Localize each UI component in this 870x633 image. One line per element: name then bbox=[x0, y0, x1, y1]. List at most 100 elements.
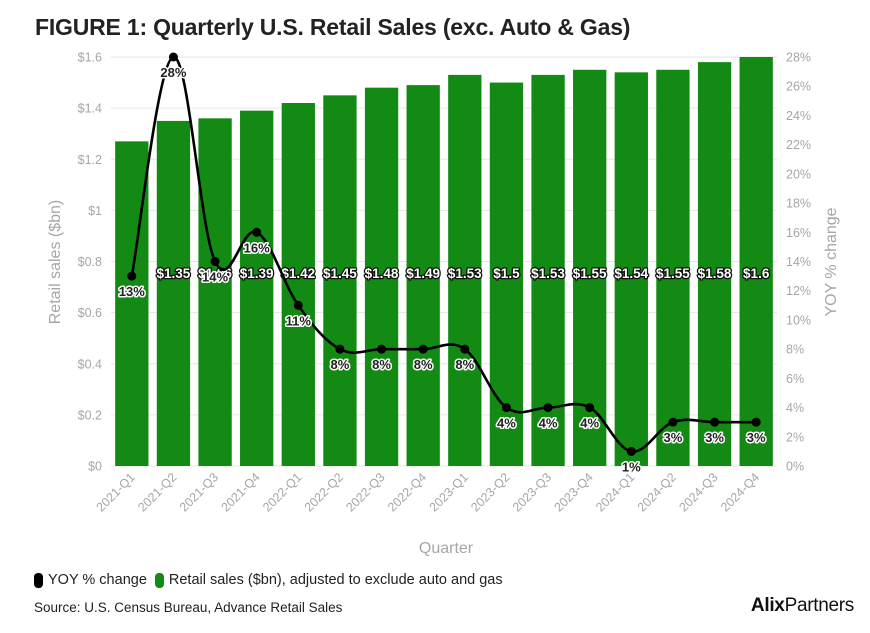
bar[interactable] bbox=[739, 57, 773, 466]
bar[interactable] bbox=[573, 69, 607, 466]
y2-tick-label: 0% bbox=[786, 460, 804, 474]
yoy-point[interactable] bbox=[127, 271, 137, 281]
x-tick-label: 2022-Q2 bbox=[302, 470, 346, 514]
yoy-point[interactable] bbox=[710, 417, 720, 427]
y2-tick-label: 18% bbox=[786, 197, 811, 211]
bar[interactable] bbox=[531, 74, 565, 467]
y-tick-label: $1 bbox=[88, 204, 102, 218]
bar[interactable] bbox=[448, 74, 482, 467]
yoy-value-label: 14% bbox=[202, 270, 228, 285]
y-tick-label: $1.2 bbox=[78, 153, 102, 167]
y-tick-label: $1.4 bbox=[78, 102, 102, 116]
yoy-point[interactable] bbox=[751, 417, 761, 427]
x-tick-label: 2023-Q1 bbox=[427, 470, 471, 514]
bar-value-label: $1.42 bbox=[281, 266, 315, 281]
y2-tick-label: 2% bbox=[786, 430, 804, 444]
bar[interactable] bbox=[364, 87, 399, 467]
line-series bbox=[127, 52, 761, 456]
yoy-value-label: 4% bbox=[580, 416, 599, 431]
x-tick-label: 2022-Q3 bbox=[343, 470, 387, 514]
yoy-point[interactable] bbox=[585, 403, 595, 413]
bar[interactable] bbox=[656, 69, 690, 466]
bar-value-label: $1.6 bbox=[743, 266, 770, 281]
yoy-value-label: 8% bbox=[455, 357, 474, 372]
y-axis-title: Retail sales ($bn) bbox=[47, 200, 64, 325]
yoy-point[interactable] bbox=[668, 417, 678, 427]
y2-tick-label: 24% bbox=[786, 109, 811, 123]
yoy-point[interactable] bbox=[626, 446, 636, 456]
legend-item-retail-sales[interactable]: Retail sales ($bn), adjusted to exclude … bbox=[154, 572, 503, 588]
bar-value-label: $1.35 bbox=[157, 266, 191, 281]
y2-tick-label: 22% bbox=[786, 138, 811, 152]
bar-value-label: $1.55 bbox=[573, 266, 607, 281]
yoy-point[interactable] bbox=[460, 344, 470, 354]
brand-logo-bold: Alix bbox=[750, 595, 785, 616]
y2-tick-label: 4% bbox=[786, 401, 804, 415]
bar[interactable] bbox=[406, 85, 440, 467]
y-tick-label: $0 bbox=[88, 460, 102, 474]
bar-value-label: $1.49 bbox=[406, 266, 440, 281]
x-tick-label: 2021-Q4 bbox=[219, 470, 263, 514]
x-tick-label: 2024-Q3 bbox=[676, 470, 720, 514]
x-tick-label: 2023-Q2 bbox=[468, 470, 512, 514]
yoy-point[interactable] bbox=[335, 344, 345, 354]
y2-tick-label: 26% bbox=[786, 80, 811, 94]
yoy-value-label: 8% bbox=[331, 357, 350, 372]
legend-label-retail-sales: Retail sales ($bn), adjusted to exclude … bbox=[168, 572, 503, 588]
x-tick-label: 2023-Q4 bbox=[552, 470, 596, 514]
bar-value-label: $1.53 bbox=[448, 266, 482, 281]
bar-value-label: $1.54 bbox=[614, 266, 648, 281]
yoy-point[interactable] bbox=[418, 344, 428, 354]
x-tick-label: 2024-Q4 bbox=[718, 470, 762, 514]
bar[interactable] bbox=[697, 62, 732, 467]
bar-value-label: $1.45 bbox=[323, 266, 357, 281]
bar[interactable] bbox=[323, 95, 357, 466]
bar-value-label: $1.39 bbox=[240, 266, 274, 281]
yoy-point[interactable] bbox=[501, 403, 511, 413]
legend-label-yoy: YOY % change bbox=[48, 572, 147, 588]
yoy-value-label: 8% bbox=[372, 357, 391, 372]
y-tick-label: $1.6 bbox=[78, 51, 102, 65]
yoy-value-label: 13% bbox=[119, 284, 145, 299]
bar-value-label: $1.55 bbox=[656, 266, 690, 281]
yoy-value-label: 28% bbox=[160, 65, 186, 80]
legend-item-yoy[interactable]: YOY % change bbox=[34, 572, 147, 588]
x-tick-label: 2023-Q3 bbox=[510, 470, 554, 514]
yoy-value-label: 3% bbox=[705, 430, 724, 445]
y-tick-label: $0.8 bbox=[78, 255, 102, 269]
y-tick-label: $0.6 bbox=[78, 306, 102, 320]
bar-data-labels: $1.35 $1.36 $1.39 $1.42 $1.45 $1.48 $1.49 $1.53… bbox=[155, 265, 771, 283]
chart-title: FIGURE 1: Quarterly U.S. Retail Sales (e… bbox=[35, 14, 631, 40]
yoy-point[interactable] bbox=[543, 403, 553, 413]
x-tick-label: 2021-Q1 bbox=[94, 470, 138, 514]
y2-tick-label: 14% bbox=[786, 255, 811, 269]
y-axis-right: 0% 2% 4% 6% 8% 10% 12% 14% 16% 18% 20% 22% 24% 26% 28% bbox=[786, 51, 811, 474]
line-data-labels: 13% 28% 14% 16% 11% 8% 8% 8% 8% 4% 4% 4% 1% 3% 3% 3% bbox=[117, 64, 767, 476]
bar[interactable] bbox=[240, 110, 274, 467]
x-axis: 2021-Q12021-Q22021-Q32021-Q42022-Q12022-… bbox=[94, 470, 763, 514]
y2-axis-title: YOY % change bbox=[823, 207, 840, 316]
yoy-point[interactable] bbox=[168, 52, 178, 62]
bar[interactable] bbox=[489, 82, 524, 466]
brand-logo-regular: Partners bbox=[784, 595, 855, 616]
x-tick-label: 2021-Q3 bbox=[177, 470, 221, 514]
yoy-value-label: 3% bbox=[747, 430, 766, 445]
yoy-value-label: 8% bbox=[414, 357, 433, 372]
x-tick-label: 2024-Q1 bbox=[593, 470, 637, 514]
y-tick-label: $0.4 bbox=[78, 357, 102, 371]
legend-swatch-retail-sales bbox=[154, 572, 164, 588]
bar[interactable] bbox=[156, 120, 191, 466]
bar[interactable] bbox=[614, 72, 648, 467]
bar-value-label: $1.53 bbox=[531, 266, 565, 281]
yoy-point[interactable] bbox=[293, 300, 303, 310]
x-tick-label: 2022-Q4 bbox=[385, 470, 429, 514]
yoy-point[interactable] bbox=[377, 344, 387, 354]
bar[interactable] bbox=[198, 118, 232, 466]
yoy-point[interactable] bbox=[210, 257, 220, 266]
yoy-point[interactable] bbox=[252, 227, 262, 237]
bar-value-label: $1.48 bbox=[365, 266, 399, 281]
bar-value-label: $1.5 bbox=[493, 266, 520, 281]
y2-tick-label: 12% bbox=[786, 284, 811, 298]
y-axis-left: $0 $0.2 $0.4 $0.6 $0.8 $1 $1.2 $1.4 $1.6 bbox=[78, 51, 102, 474]
